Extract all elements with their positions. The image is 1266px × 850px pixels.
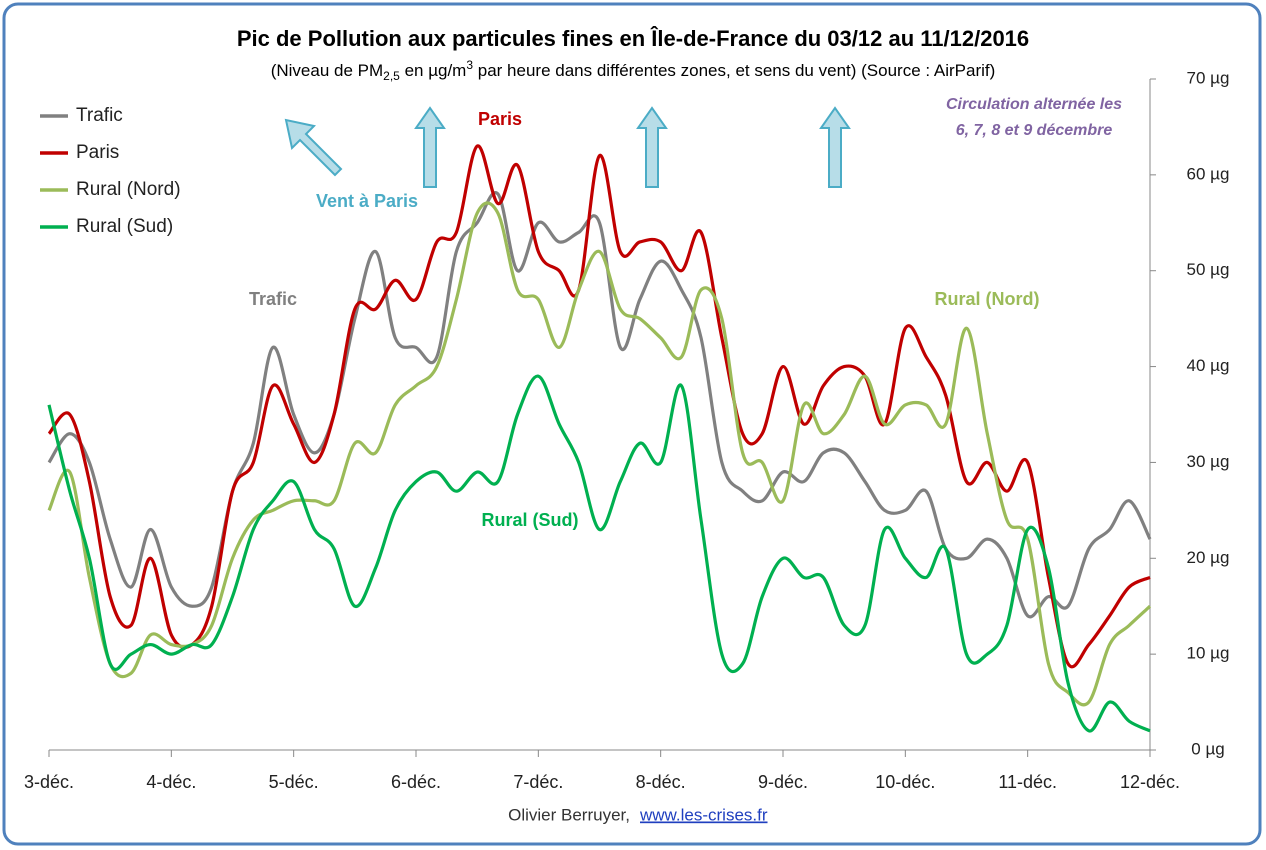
x-tick-label: 5-déc.	[269, 772, 319, 792]
x-tick-label: 6-déc.	[391, 772, 441, 792]
y-tick-label: 70 µg	[1187, 68, 1230, 87]
series-label: Rural (Nord)	[935, 289, 1040, 309]
subtitle-part: (Niveau de PM	[271, 61, 383, 80]
subtitle-sub: 2,5	[383, 69, 400, 83]
y-tick-label: 0 µg	[1191, 739, 1224, 758]
legend-label: Trafic	[76, 105, 123, 126]
y-tick-label: 10 µg	[1187, 644, 1230, 663]
series-label: Rural (Sud)	[482, 510, 579, 530]
circulation-note: 6, 7, 8 et 9 décembre	[956, 122, 1113, 139]
chart-subtitle: (Niveau de PM2,5 en µg/m3 par heure dans…	[271, 58, 996, 83]
wind-arrow	[636, 106, 668, 188]
y-tick-label: 60 µg	[1187, 164, 1230, 183]
legend-label: Rural (Sud)	[76, 216, 173, 237]
x-tick-label: 11-déc.	[998, 772, 1057, 792]
x-tick-label: 9-déc.	[758, 772, 808, 792]
wind-arrow	[414, 106, 446, 188]
series-line	[47, 144, 1151, 669]
wind-label: Vent à Paris	[316, 191, 418, 211]
x-tick-label: 10-déc.	[875, 772, 935, 792]
y-tick-label: 20 µg	[1187, 548, 1230, 567]
series-label: Trafic	[249, 289, 297, 309]
x-tick-label: 8-déc.	[636, 772, 686, 792]
subtitle-part: en µg/m	[400, 61, 467, 80]
y-tick-label: 50 µg	[1187, 260, 1230, 279]
footer-author: Olivier Berruyer,	[508, 805, 630, 824]
chart-title: Pic de Pollution aux particules fines en…	[237, 26, 1029, 51]
series-line	[47, 374, 1151, 733]
wind-arrow	[284, 118, 343, 177]
series-label: Paris	[478, 109, 522, 129]
y-tick-label: 30 µg	[1187, 452, 1230, 471]
wind-arrow	[819, 106, 851, 188]
y-tick-label: 40 µg	[1187, 356, 1230, 375]
legend-label: Paris	[76, 142, 119, 163]
legend-label: Rural (Nord)	[76, 179, 181, 200]
x-tick-label: 3-déc.	[24, 772, 74, 792]
wind-arrows	[284, 106, 851, 188]
circulation-note: Circulation alternée les	[946, 96, 1122, 113]
series-line	[47, 201, 1152, 707]
x-tick-label: 7-déc.	[513, 772, 563, 792]
x-tick-label: 12-déc.	[1120, 772, 1180, 792]
subtitle-part: par heure dans différentes zones, et sen…	[473, 61, 995, 80]
footer-link[interactable]: www.les-crises.fr	[639, 805, 768, 824]
x-tick-label: 4-déc.	[146, 772, 196, 792]
subtitle-sup: 3	[466, 58, 473, 72]
